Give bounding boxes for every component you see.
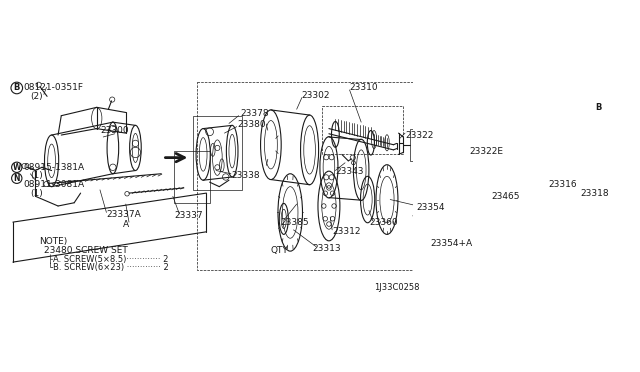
Bar <box>410 129 424 161</box>
Text: 23378: 23378 <box>241 109 269 118</box>
Text: 23318: 23318 <box>580 189 609 198</box>
Text: (1): (1) <box>30 189 43 198</box>
Text: NOTE): NOTE) <box>38 237 67 246</box>
Text: 23322: 23322 <box>405 131 433 140</box>
Text: 23300: 23300 <box>100 126 129 135</box>
Text: 23380: 23380 <box>237 119 266 129</box>
Text: 23480 SCREW SET: 23480 SCREW SET <box>44 246 127 255</box>
Text: ├A. SCREW(5×8.5)············· 2: ├A. SCREW(5×8.5)············· 2 <box>49 255 169 264</box>
Text: N: N <box>13 174 20 183</box>
Text: 23465: 23465 <box>492 192 520 202</box>
Text: A: A <box>123 220 129 229</box>
Text: W: W <box>13 163 21 172</box>
Text: 23313: 23313 <box>313 244 341 253</box>
Text: 23316: 23316 <box>548 180 577 189</box>
Text: 1J33C0258: 1J33C0258 <box>374 283 420 292</box>
Text: 23354: 23354 <box>416 203 445 212</box>
Text: 23312: 23312 <box>332 227 361 236</box>
Text: 23337: 23337 <box>174 211 203 220</box>
Text: (2): (2) <box>30 92 43 101</box>
Text: 23337A: 23337A <box>106 210 141 219</box>
Text: QTY: QTY <box>271 246 289 255</box>
Text: 08911-3081A: 08911-3081A <box>24 180 85 189</box>
Text: 23302: 23302 <box>302 91 330 100</box>
Text: 23354+A: 23354+A <box>431 239 473 248</box>
Text: 23338: 23338 <box>231 171 260 180</box>
Text: (1): (1) <box>30 171 43 180</box>
Bar <box>174 151 210 203</box>
Text: B: B <box>595 103 602 112</box>
Text: └B. SCREW(6×23) ············· 2: └B. SCREW(6×23) ············· 2 <box>49 263 169 272</box>
Text: 23343: 23343 <box>335 167 364 176</box>
Bar <box>193 116 242 190</box>
Text: 08915-1381A: 08915-1381A <box>24 163 85 172</box>
Text: B: B <box>13 83 20 93</box>
Text: 08121-0351F: 08121-0351F <box>24 83 84 93</box>
Text: 23360: 23360 <box>369 218 397 227</box>
Text: 23322E: 23322E <box>470 147 504 155</box>
Text: 23385: 23385 <box>280 218 309 227</box>
Text: 23310: 23310 <box>349 83 378 93</box>
